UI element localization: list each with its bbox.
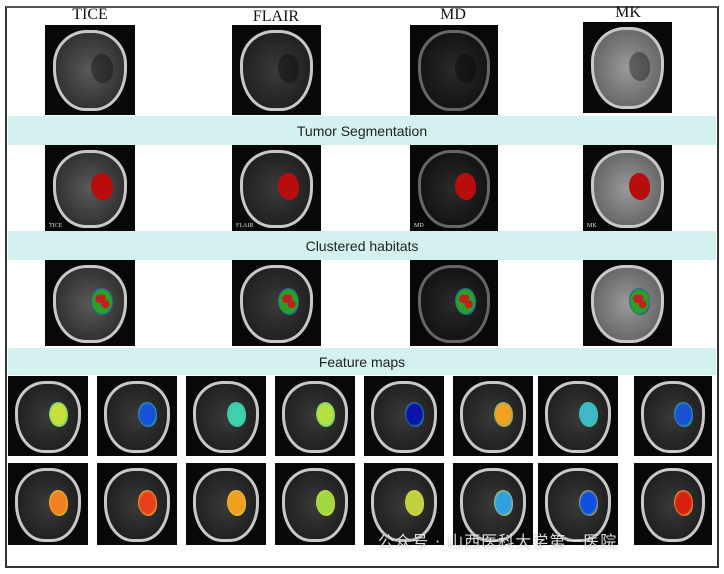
- tumor-overlay: [227, 489, 247, 516]
- tumor-overlay: [316, 402, 336, 428]
- feature-map: [634, 376, 712, 456]
- feature-map: [97, 463, 177, 545]
- brain-slice: [53, 150, 127, 228]
- brain-slice: [591, 27, 664, 110]
- mri-mk: [583, 22, 672, 113]
- figure-frame: [5, 6, 719, 568]
- brain-slice: [53, 265, 127, 343]
- tumor-overlay: [579, 402, 599, 428]
- feature-map: [8, 376, 88, 456]
- column-label-flair: FLAIR: [252, 8, 300, 25]
- brain-slice: [591, 150, 664, 228]
- habitats-md: [410, 260, 498, 346]
- tumor-region: [91, 54, 114, 83]
- habitats-mk: [583, 260, 672, 346]
- feature-map: [538, 376, 618, 456]
- column-label-tice: TICE: [72, 6, 108, 23]
- segmentation-mk: MK: [583, 145, 672, 231]
- watermark: 公众号 · 山西医科大学第一医院: [378, 532, 618, 551]
- image-caption: TICE: [49, 223, 63, 229]
- brain-slice: [193, 380, 259, 453]
- band-feature-maps: Feature maps: [8, 348, 716, 375]
- band-clustered-habitats: Clustered habitats: [8, 231, 716, 260]
- feature-map: [453, 463, 533, 545]
- brain-slice: [417, 150, 491, 228]
- brain-slice: [545, 467, 611, 542]
- brain-slice: [641, 380, 705, 453]
- brain-slice: [240, 150, 313, 228]
- brain-slice: [460, 380, 526, 453]
- image-caption: FLAIR: [236, 223, 254, 229]
- brain-slice: [104, 467, 170, 542]
- tumor-overlay: [494, 402, 514, 428]
- brain-slice: [15, 467, 81, 542]
- tumor-overlay: [494, 489, 514, 516]
- brain-slice: [417, 265, 491, 343]
- segmentation-md: MD: [410, 145, 498, 231]
- brain-slice: [240, 265, 313, 343]
- feature-map: [275, 463, 355, 545]
- tumor-overlay: [227, 402, 247, 428]
- brain-slice: [282, 467, 348, 542]
- brain-slice: [417, 30, 491, 112]
- tumor-overlay: [579, 489, 599, 516]
- brain-slice: [545, 380, 611, 453]
- segmentation-tice: TICE: [45, 145, 135, 231]
- brain-slice: [591, 265, 664, 343]
- brain-slice: [282, 380, 348, 453]
- tumor-overlay: [138, 489, 158, 516]
- tumor-overlay: [277, 288, 300, 316]
- brain-slice: [371, 380, 437, 453]
- feature-map: [8, 463, 88, 545]
- brain-slice: [240, 30, 313, 112]
- habitats-flair: [232, 260, 321, 346]
- tumor-overlay: [49, 402, 69, 428]
- band-tumor-segmentation: Tumor Segmentation: [8, 116, 716, 145]
- segmentation-flair: FLAIR: [232, 145, 321, 231]
- brain-slice: [460, 467, 526, 542]
- tumor-overlay: [405, 489, 425, 516]
- tumor-overlay: [628, 288, 651, 316]
- brain-slice: [371, 467, 437, 542]
- tumor-overlay: [405, 402, 425, 428]
- tumor-overlay: [455, 173, 477, 201]
- tumor-region: [277, 54, 300, 83]
- image-caption: MD: [414, 223, 424, 229]
- feature-map: [364, 376, 444, 456]
- tumor-overlay: [138, 402, 158, 428]
- tumor-overlay: [316, 489, 336, 516]
- tumor-overlay: [455, 288, 477, 316]
- brain-slice: [193, 467, 259, 542]
- feature-map: [186, 376, 266, 456]
- tumor-overlay: [91, 288, 114, 316]
- brain-slice: [15, 380, 81, 453]
- brain-slice: [53, 30, 127, 112]
- habitats-tice: [45, 260, 135, 346]
- mri-tice: [45, 25, 135, 115]
- brain-slice: [104, 380, 170, 453]
- feature-map: [453, 376, 533, 456]
- feature-map: [186, 463, 266, 545]
- column-label-mk: MK: [615, 4, 641, 21]
- tumor-overlay: [628, 173, 651, 201]
- feature-map: [275, 376, 355, 456]
- tumor-region: [455, 54, 477, 83]
- feature-map: [634, 463, 712, 545]
- feature-map: [538, 463, 618, 545]
- tumor-overlay: [674, 402, 693, 428]
- tumor-overlay: [49, 489, 69, 516]
- feature-map: [97, 376, 177, 456]
- tumor-overlay: [674, 489, 693, 516]
- column-label-md: MD: [440, 6, 466, 23]
- mri-md: [410, 25, 498, 115]
- brain-slice: [641, 467, 705, 542]
- feature-map: [364, 463, 444, 545]
- image-caption: MK: [587, 223, 597, 229]
- mri-flair: [232, 25, 321, 115]
- tumor-overlay: [91, 173, 114, 201]
- tumor-overlay: [277, 173, 300, 201]
- tumor-region: [628, 51, 651, 81]
